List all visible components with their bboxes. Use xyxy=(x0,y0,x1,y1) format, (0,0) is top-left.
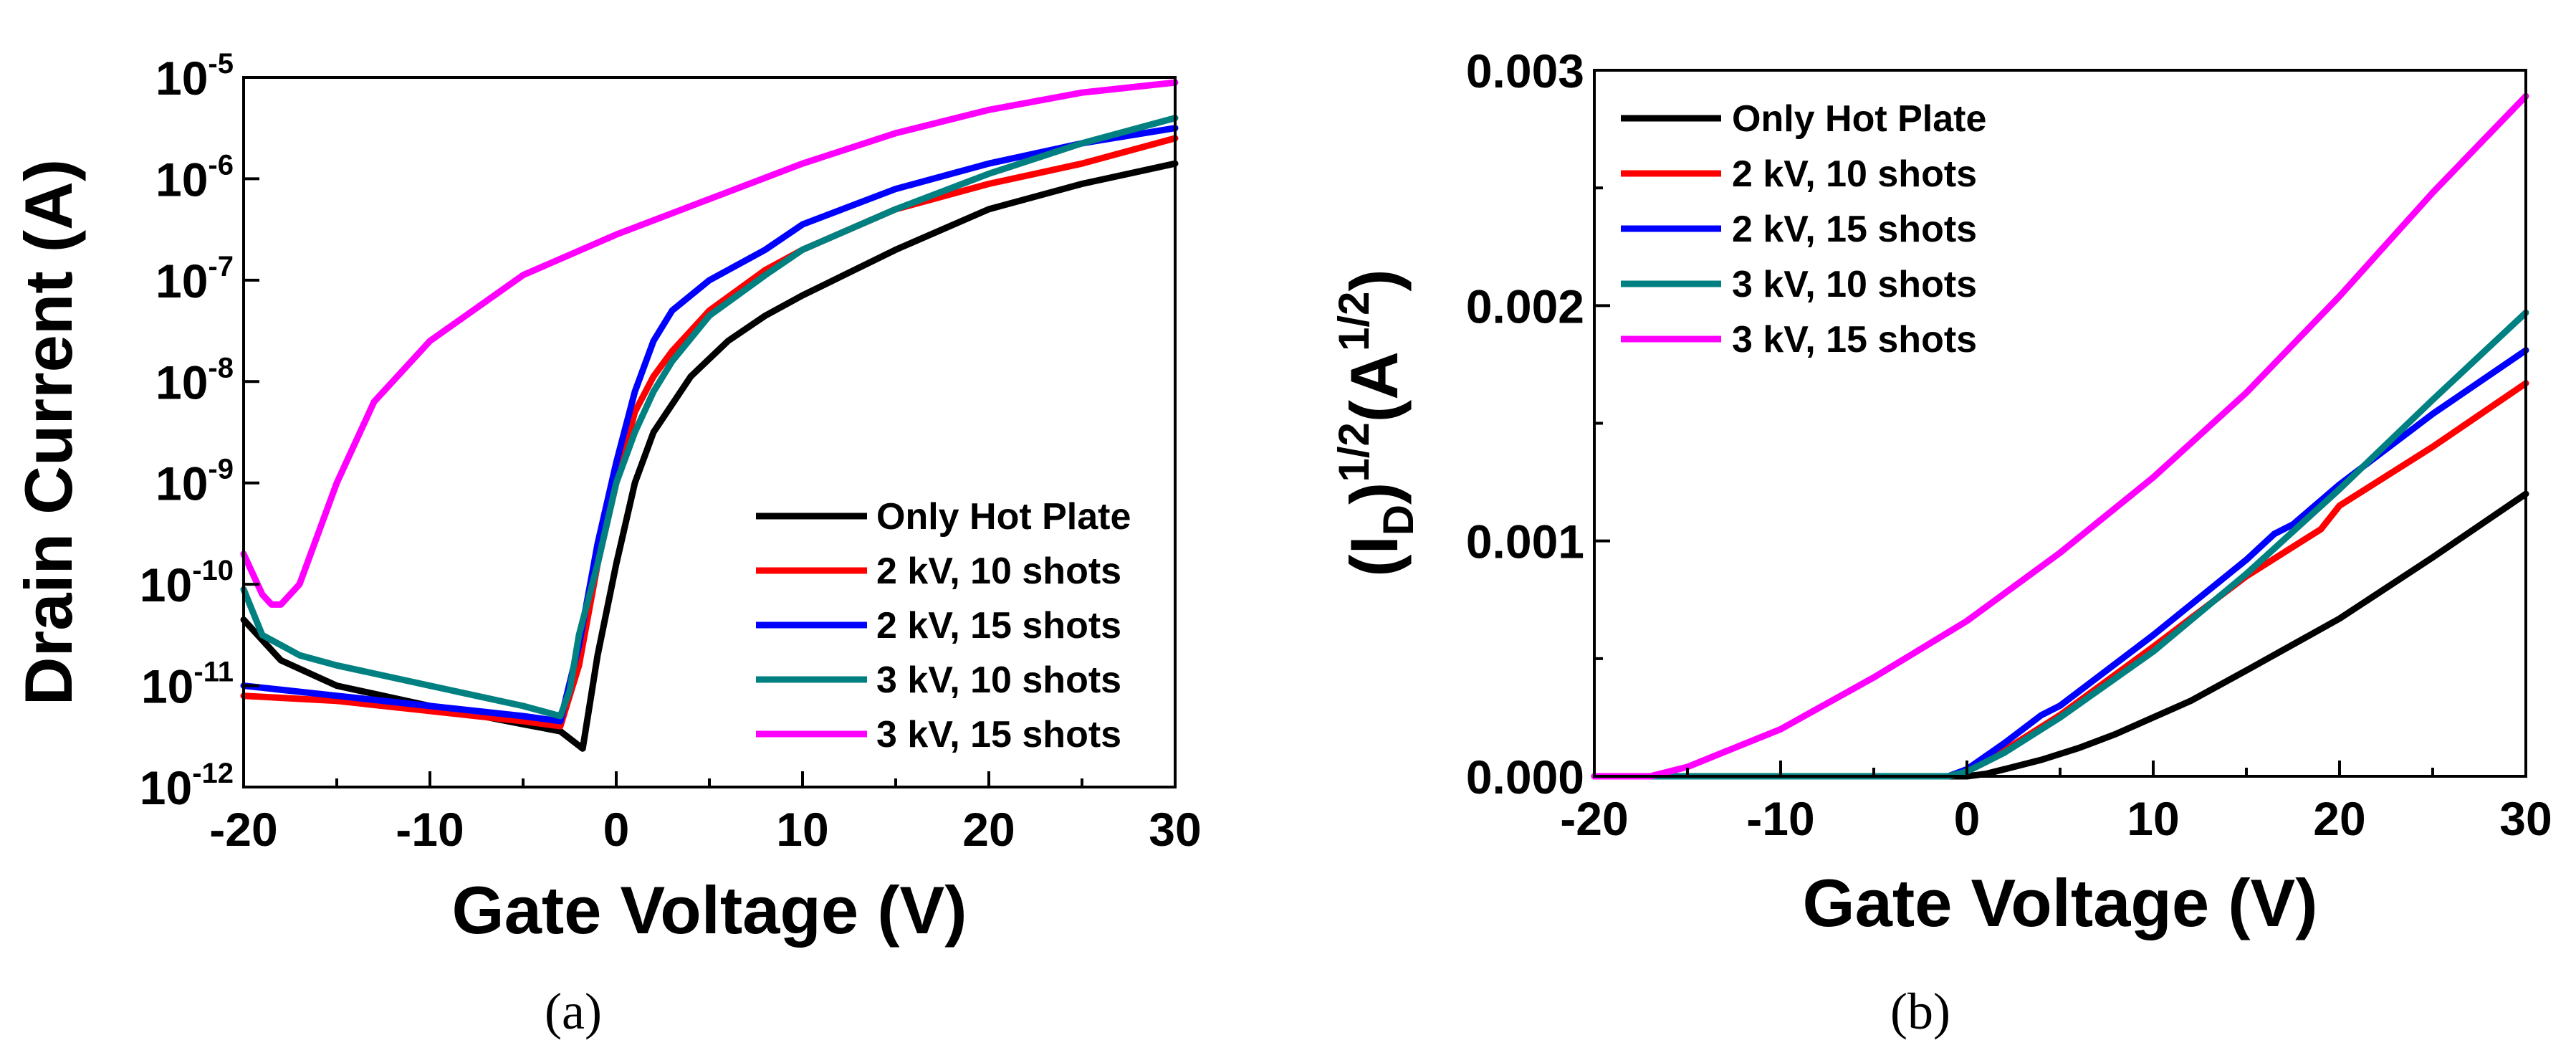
y-tick-label-a: 10-9 xyxy=(155,454,234,510)
legend-label-b-only-hot-plate: Only Hot Plate xyxy=(1732,98,1986,140)
series-line-a-3-kv-15-shots xyxy=(240,79,1179,608)
x-tick-label-a: 30 xyxy=(1149,803,1201,856)
x-tick-label-a: 10 xyxy=(776,803,828,856)
x-tick-label-b: -20 xyxy=(1560,792,1628,845)
y-axis-title-b: (ID)1/2(A1/2) xyxy=(1330,269,1422,576)
y-tick-label-a: 10-11 xyxy=(141,657,234,713)
x-tick-label-b: -10 xyxy=(1746,792,1814,845)
y-tick-label-b: 0.000 xyxy=(1466,750,1584,804)
y-tick-label-a: 10-7 xyxy=(155,251,234,308)
y-tick-label-a: 10-5 xyxy=(155,48,234,105)
series-line-a-2-kv-15-shots xyxy=(240,125,1179,725)
y-tick-label-b: 0.001 xyxy=(1466,515,1584,568)
x-tick-label-b: 0 xyxy=(1954,792,1981,845)
y-tick-label-b: 0.003 xyxy=(1466,44,1584,97)
x-tick-label-b: 20 xyxy=(2313,792,2365,845)
series-line-b-3-kv-15-shots xyxy=(1591,92,2529,780)
caption-a: (a) xyxy=(545,983,602,1040)
x-tick-label-b: 30 xyxy=(2499,792,2552,845)
x-tick-label-a: 20 xyxy=(962,803,1015,856)
x-tick-label-a: -20 xyxy=(209,803,277,856)
legend-label-a-3-kv-15-shots: 3 kV, 15 shots xyxy=(876,714,1121,756)
chart-panel-b: -20 -10 0 10 20 30 0.000 0.001 0.002 0.003 (ID)1/… xyxy=(1330,44,2552,1040)
legend-label-b-3-kv-10-shots: 3 kV, 10 shots xyxy=(1732,264,1977,305)
y-tick-label-a: 10-6 xyxy=(155,149,234,206)
legend-label-b-2-kv-10-shots: 2 kV, 10 shots xyxy=(1732,153,1977,195)
series-line-b-only-hot-plate xyxy=(1591,490,2529,780)
legend-label-b-2-kv-15-shots: 2 kV, 15 shots xyxy=(1732,209,1977,250)
legend-label-b-3-kv-15-shots: 3 kV, 15 shots xyxy=(1732,319,1977,361)
x-tick-label-a: 0 xyxy=(603,803,630,856)
legend-label-a-only-hot-plate: Only Hot Plate xyxy=(876,496,1131,538)
x-axis-title-a: Gate Voltage (V) xyxy=(451,872,967,948)
x-tick-label-b: 10 xyxy=(2127,792,2179,845)
legend-label-a-3-kv-10-shots: 3 kV, 10 shots xyxy=(876,659,1121,701)
y-tick-label-a: 10-8 xyxy=(155,352,234,409)
caption-b: (b) xyxy=(1890,983,1950,1040)
y-axis-title-a: Drain Current (A) xyxy=(11,159,86,705)
y-tick-label-a: 10-12 xyxy=(140,758,234,814)
y-tick-label-a: 10-10 xyxy=(140,555,234,611)
chart-panel-a: -20 -10 0 10 20 30 10-5 10-6 10-7 10-8 10-9 10-10 10… xyxy=(11,48,1202,1040)
legend-label-a-2-kv-10-shots: 2 kV, 10 shots xyxy=(876,551,1121,592)
series-line-b-3-kv-10-shots xyxy=(1591,309,2529,780)
x-axis-title-b: Gate Voltage (V) xyxy=(1802,865,2317,940)
y-tick-label-b: 0.002 xyxy=(1466,280,1584,333)
series-line-a-3-kv-10-shots xyxy=(240,115,1179,720)
x-tick-label-a: -10 xyxy=(396,803,464,856)
legend-label-a-2-kv-15-shots: 2 kV, 15 shots xyxy=(876,605,1121,647)
